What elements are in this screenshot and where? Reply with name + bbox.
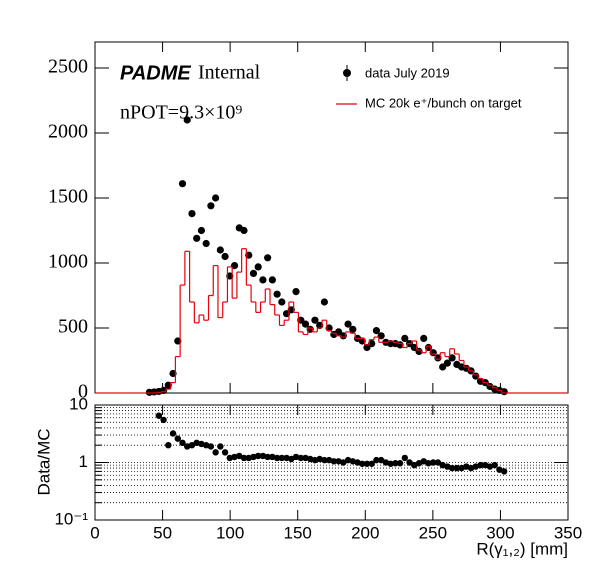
ratio-point [264,453,271,461]
data-point [420,334,428,342]
ratio-point [240,454,248,462]
ratio-point [174,435,181,442]
data-point [188,210,196,218]
ratio-point [155,412,163,419]
x-tick-label: 200 [351,523,379,542]
plot-frame [94,41,569,394]
data-point [207,202,215,210]
data-point [178,180,187,188]
y-tick-label: 2000 [48,121,88,143]
legend-label: data July 2019 [365,65,450,80]
ratio-point [188,441,196,449]
ratio-point [392,460,399,467]
ratio-point [179,439,186,447]
data-point [363,343,371,352]
data-point [372,327,381,335]
ratio-point [363,460,371,467]
ratio-point [273,454,281,462]
data-point [401,334,409,342]
data-point [311,316,319,324]
data-point [320,298,329,306]
ratio-point [477,461,484,469]
y-tick-label: 10⁻¹ [54,509,88,528]
y-axis-title: Data/MC [34,428,53,495]
x-tick-label: 300 [486,523,514,542]
data-point [197,226,206,235]
data-point [254,263,262,271]
y-tick-label: 10 [69,394,88,413]
ratio-point [387,460,394,467]
data-point [278,298,286,306]
ratio-point [434,459,442,466]
x-tick-label: 0 [90,523,99,542]
data-point [221,252,229,261]
data-point [301,320,310,328]
y-tick-label: 500 [58,316,88,338]
data-point [439,363,447,371]
ratio-point [169,430,177,437]
ratio-point [297,454,304,462]
y-tick-label: 1000 [48,251,88,273]
x-axis-title: R(γ₁,₂) [mm] [476,539,568,558]
y-tick-label: 0 [78,381,88,403]
ratio-point [160,416,167,424]
data-point [193,234,201,242]
data-point [264,254,272,262]
ratio-point [401,454,409,462]
ratio-point [500,468,508,475]
ratio-point [330,458,338,465]
ratio-point [429,459,437,466]
ratio-point [359,460,366,467]
data-point [202,239,210,248]
y-tick-label: 2500 [48,56,88,78]
data-point [183,116,191,124]
data-point [212,194,220,202]
ratio-point [221,449,229,456]
data-point [273,290,281,298]
ratio-point [340,459,347,466]
data-point [268,276,276,284]
ratio-point [368,460,375,467]
data-point [240,226,248,235]
y-tick-label: 1500 [48,186,88,208]
ratio-point [377,456,385,464]
data-point [292,288,300,296]
ratio-point [212,449,219,456]
ratio-point [321,456,328,464]
experiment-label: PADME [120,62,191,84]
x-tick-label: 350 [554,523,582,542]
x-tick-label: 100 [216,523,244,542]
legend-label: MC 20k e⁺/bunch on target [365,95,522,110]
ratio-point [448,464,456,472]
ratio-point [396,460,404,467]
ratio-point [278,454,286,462]
x-tick-label: 150 [284,523,312,542]
ratio-point [491,461,498,469]
ratio-point [373,456,380,464]
data-point [349,325,357,333]
data-point [249,269,258,277]
ratio-point [425,460,432,467]
data-point [344,320,352,328]
ratio-point [165,441,172,449]
ratio-point [207,443,215,450]
ratio-point [453,464,461,472]
y-tick-label: 1 [79,452,88,471]
data-point [216,246,224,254]
npot-label: nPOT=9.3×10⁹ [120,102,242,124]
ratio-point [217,443,224,450]
ratio-point [254,452,262,460]
data-point [443,359,451,367]
x-tick-label: 250 [419,523,447,542]
status-label: Internal [198,62,261,84]
data-point [259,276,267,284]
x-tick-label: 50 [153,523,172,542]
ratio-point [406,459,413,466]
